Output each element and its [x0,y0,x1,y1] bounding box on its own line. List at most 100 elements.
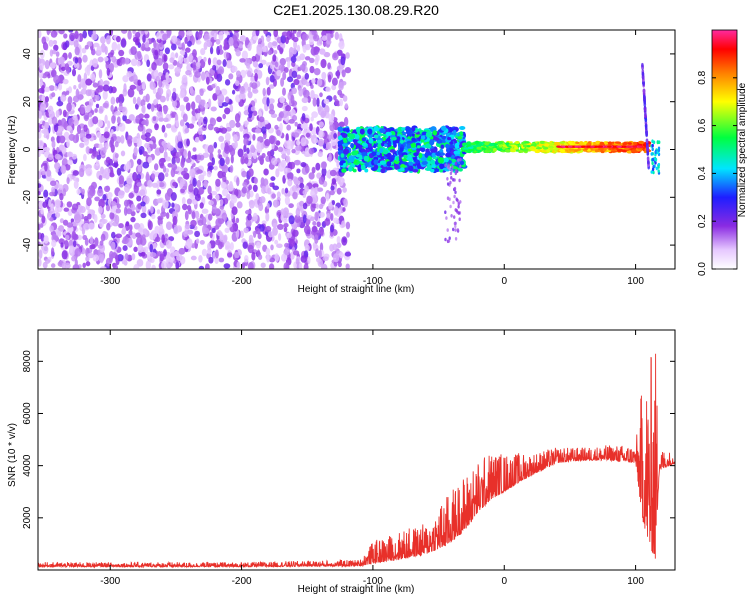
heatmap-cell [59,192,64,201]
heatmap-cell [72,230,76,236]
heatmap-cell [105,204,111,212]
heatmap-cell [574,145,579,148]
heatmap-cell [190,168,196,178]
heatmap-cell [276,116,282,122]
heatmap-cell [130,216,136,223]
heatmap-cell [100,43,106,53]
heatmap-cell [186,198,192,205]
heatmap-cell [242,241,248,249]
heatmap-cell [294,214,301,223]
heatmap-cell [123,83,127,93]
heatmap-cell [237,148,244,158]
heatmap-cell [351,150,358,156]
heatmap-cell [390,136,397,141]
heatmap-cell [43,127,49,136]
heatmap-cell [187,150,192,160]
heatmap-cell [38,130,42,139]
heatmap-cell [247,262,254,269]
heatmap-cell [195,39,202,45]
heatmap-cell [539,140,545,145]
heatmap-cell [210,190,218,196]
heatmap-cell [568,148,575,152]
y-tick-label: -20 [22,190,33,205]
heatmap-cell [78,168,85,178]
heatmap-cell [163,142,168,152]
heatmap-cell [180,188,185,194]
heatmap-cell [181,196,186,205]
heatmap-cell [69,245,73,254]
heatmap-cell [142,34,146,43]
heatmap-cell [286,148,291,156]
heatmap-cell [405,130,413,135]
heatmap-cell [38,139,44,148]
heatmap-cell [194,71,201,78]
heatmap-cell [293,40,298,50]
heatmap-cell [292,250,300,256]
heatmap-cell [272,226,278,236]
heatmap-cell [222,197,229,205]
heatmap-cell [221,171,227,178]
heatmap-cell [44,162,48,172]
heatmap-cell [45,258,51,264]
heatmap-cell [49,209,56,215]
heatmap-cell [179,178,186,185]
heatmap-cell [241,170,247,178]
heatmap-cell [203,179,209,188]
heatmap-cell [341,80,347,86]
y-tick-label: 4000 [22,454,33,477]
heatmap-cell [282,71,287,81]
heatmap-cell [199,134,205,142]
heatmap-cell [223,234,228,243]
heatmap-cell [148,257,153,263]
heatmap-cell [110,128,114,136]
heatmap-cell [283,226,288,233]
heatmap-cell [104,114,108,124]
heatmap-cell [279,96,285,104]
heatmap-cell [154,123,159,131]
heatmap-cell [321,71,327,80]
heatmap-cell [447,239,451,243]
heatmap-cell [654,150,657,155]
heatmap-cell [323,51,331,58]
heatmap-cell [296,168,301,174]
heatmap-cell [62,78,69,85]
heatmap-cell [107,52,114,58]
heatmap-cell [115,35,121,43]
heatmap-cell [283,167,288,175]
heatmap-cell [48,39,54,47]
heatmap-cell [133,246,138,253]
heatmap-cell [43,147,50,152]
heatmap-cell [92,30,97,36]
heatmap-cell [38,190,41,196]
heatmap-cell [453,194,456,199]
heatmap-cell [258,202,264,212]
heatmap-cell [224,227,230,233]
heatmap-cell [38,110,42,120]
heatmap-cell [96,131,102,139]
heatmap-cell [441,138,447,144]
figure-title: C2E1.2025.130.08.29.R20 [273,2,439,18]
heatmap-cell [98,253,105,263]
heatmap-cell [48,85,55,92]
heatmap-cell [590,145,595,148]
x-tick-label: 100 [627,576,644,587]
heatmap-cell [459,200,462,204]
heatmap-cell [192,177,197,188]
heatmap-cell [298,262,303,269]
heatmap-cell [293,261,297,269]
heatmap-cell [218,66,225,75]
heatmap-cell [408,161,414,166]
y-tick-label: 40 [22,48,33,60]
heatmap-cell [144,142,150,149]
heatmap-cell [226,60,233,69]
heatmap-cell [334,99,340,106]
heatmap-cell [266,97,270,107]
heatmap-cell [644,113,647,119]
heatmap-cell [342,95,348,102]
heatmap-cell [268,135,275,145]
heatmap-cell [126,71,133,78]
heatmap-cell [379,160,387,165]
heatmap-cell [320,161,327,170]
heatmap-cell [458,178,461,183]
heatmap-cell [456,198,459,203]
